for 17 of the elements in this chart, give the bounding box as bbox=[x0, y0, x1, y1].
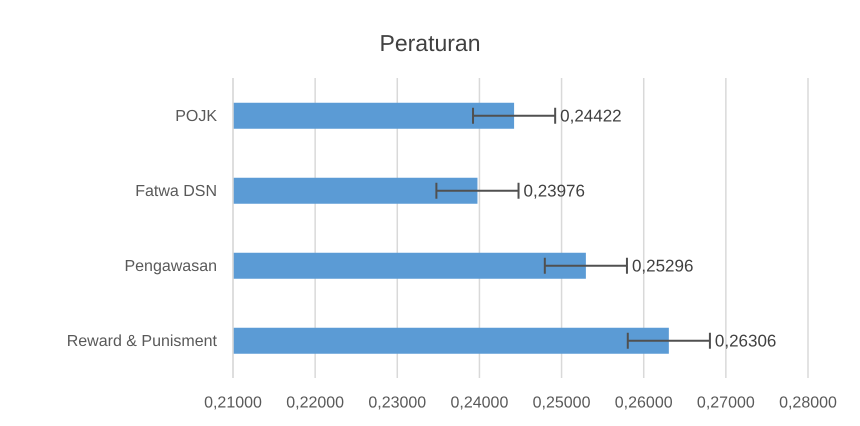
chart-title: Peraturan bbox=[378, 30, 482, 57]
x-tick-label: 0,24000 bbox=[450, 394, 508, 412]
x-tick-label: 0,25000 bbox=[532, 394, 591, 412]
y-tick-label: Fatwa DSN bbox=[135, 183, 217, 200]
x-tick-label: 0,27000 bbox=[696, 394, 755, 412]
x-tick-label: 0,22000 bbox=[286, 394, 344, 412]
data-label: 0,24422 bbox=[560, 106, 622, 126]
data-label: 0,26306 bbox=[714, 332, 776, 351]
x-tick-label: 0,28000 bbox=[779, 394, 838, 412]
y-tick-label: Pengawasan bbox=[124, 258, 217, 276]
x-tick-label: 0,21000 bbox=[204, 394, 262, 412]
x-tick-label: 0,23000 bbox=[368, 394, 426, 412]
x-tick-label: 0,26000 bbox=[614, 394, 673, 412]
y-tick-label: Reward & Punisment bbox=[66, 333, 218, 350]
data-label: 0,25296 bbox=[632, 256, 694, 276]
y-tick-label: POJK bbox=[175, 108, 218, 126]
data-label: 0,23976 bbox=[524, 182, 585, 201]
